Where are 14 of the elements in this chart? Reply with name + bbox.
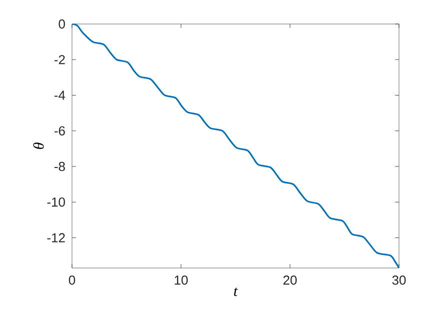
x-axis-title: t: [234, 288, 238, 296]
y-tick-label: -6: [54, 126, 65, 136]
y-tick-label: -12: [47, 233, 65, 242]
x-tick-label: 0: [68, 276, 76, 285]
y-tick-label: 0: [58, 19, 65, 29]
line-series: [72, 24, 400, 268]
x-tick-label: 20: [283, 276, 297, 285]
y-tick-label: -4: [54, 90, 66, 100]
x-tick-label: 10: [174, 276, 188, 285]
y-tick-label: -10: [47, 198, 65, 207]
y-tick-label: -8: [54, 162, 65, 172]
y-tick-label: -2: [54, 55, 65, 64]
x-tick-label: 30: [392, 276, 406, 285]
y-axis-title: θ: [33, 142, 44, 149]
